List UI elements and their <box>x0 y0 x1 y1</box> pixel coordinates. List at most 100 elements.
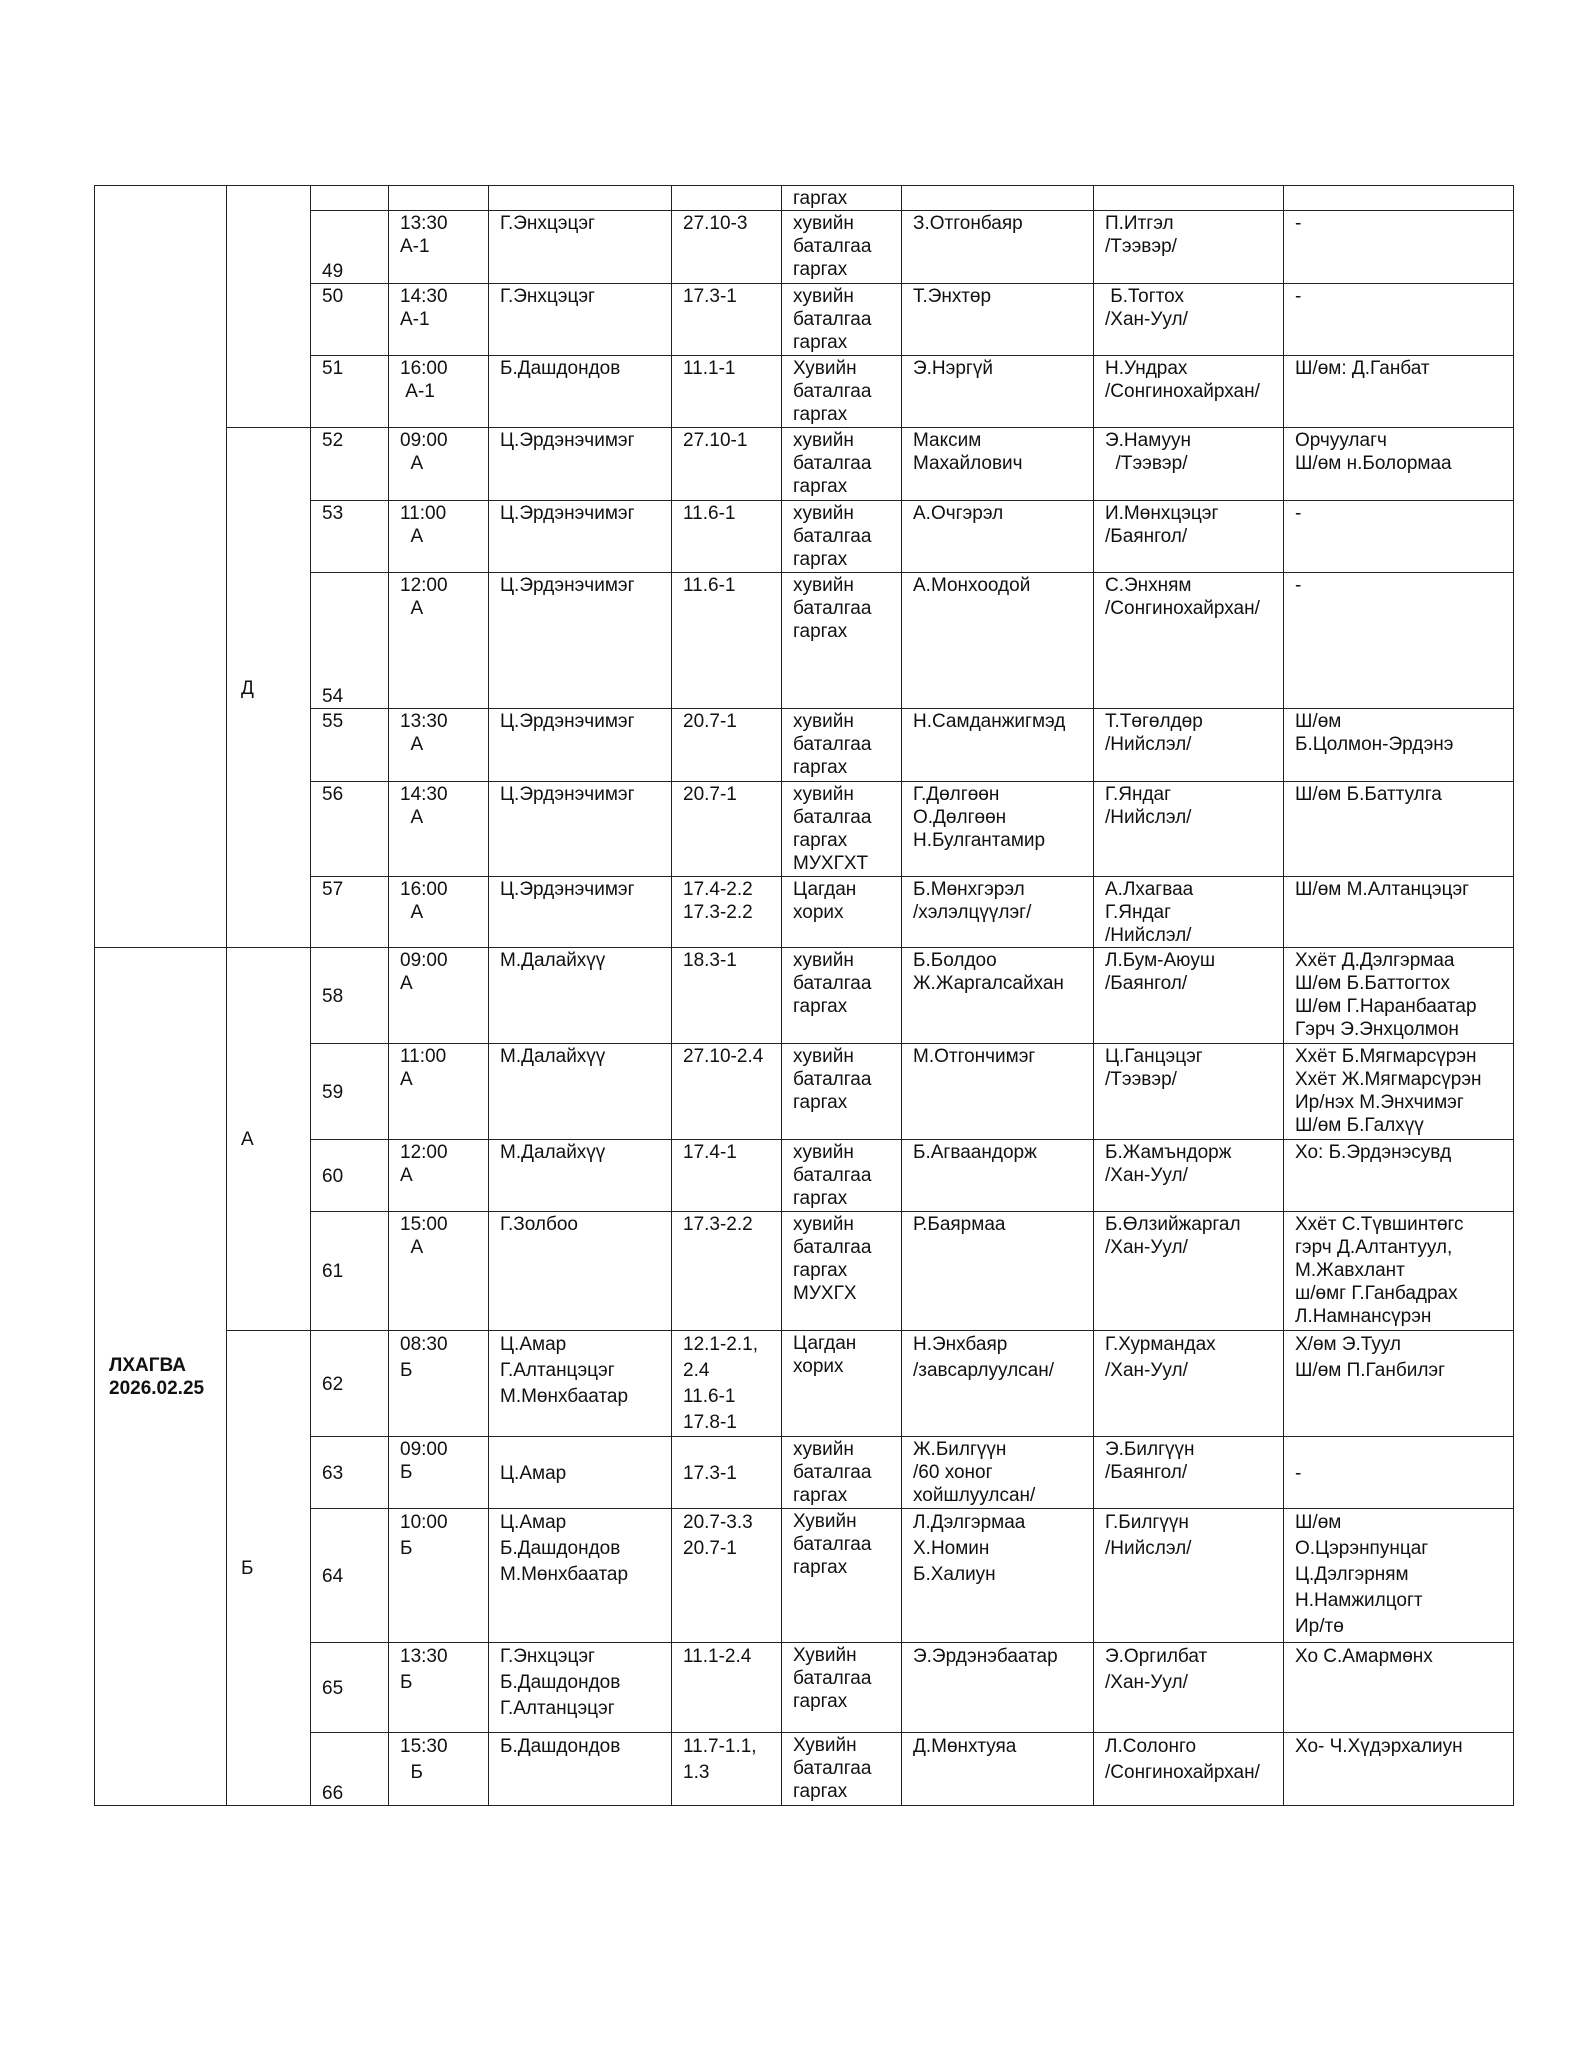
note-text: Ххёт Ж.Мягмарсүрэн <box>1295 1069 1482 1090</box>
table-row: 50 14:30 А-1 Г.Энхцэцэг 17.3-1 хувийн баталгаа… <box>95 283 1514 356</box>
courtroom-group-cell: А <box>226 947 311 1331</box>
day-label: 2026.02.25 <box>109 1378 205 1399</box>
case-number <box>310 185 389 211</box>
code-text: 11.6-1 <box>683 503 736 524</box>
time-text: 08:30 <box>400 1334 448 1355</box>
note-cell: - <box>1283 572 1514 709</box>
defendant-text: Э.Эрдэнэбаатар <box>913 1646 1058 1667</box>
note-text: Ц.Дэлгэрням <box>1295 1564 1409 1585</box>
defendant-cell: З.Отгонбаяр <box>901 210 1094 284</box>
defendant-text: хойшлуулсан/ <box>913 1485 1036 1506</box>
prosecutor-text: Б.Тогтох <box>1105 286 1184 307</box>
time-text: 16:00 <box>400 358 448 379</box>
judge-cell: Ц.Амар Б.Дашдондов М.Мөнхбаатар <box>488 1508 672 1643</box>
type-text: МУХГХ <box>793 1283 857 1304</box>
type-cell: Хувийн баталгаа гаргах <box>781 1642 902 1733</box>
courtroom-group-cell <box>226 185 311 428</box>
time-text: 15:30 <box>400 1736 448 1757</box>
note-text: Ш/өм Б.Галхүү <box>1295 1115 1424 1136</box>
note-text: Л.Намнансүрэн <box>1295 1306 1432 1327</box>
type-cell: хувийн баталгаа гаргах <box>781 1436 902 1509</box>
type-cell: Цагдан хорих <box>781 1330 902 1437</box>
code-cell: 27.10-2.4 <box>671 1043 782 1140</box>
prosecutor-cell: С.Энхням/Сонгинохайрхан/ <box>1093 572 1284 709</box>
note-text: - <box>1295 213 1302 234</box>
defendant-text: /60 хоног <box>913 1462 993 1483</box>
prosecutor-text: /Баянгол/ <box>1105 526 1188 547</box>
code-text: 20.7-3.3 <box>683 1512 753 1533</box>
judge-text: Г.Золбоо <box>500 1214 578 1235</box>
defendant-text: Ж.Жаргалсайхан <box>913 973 1064 994</box>
code-text: 17.3-1 <box>683 286 737 307</box>
court-schedule-table: гаргах 49 13:30 А-1 Г.Энхцэцэг 27.10-3 хувийн б… <box>94 185 1514 1806</box>
prosecutor-cell <box>1093 185 1284 211</box>
note-text: Ш/өм Б.Баттулга <box>1295 784 1442 805</box>
type-text: Цагдан <box>793 879 857 900</box>
code-cell: 11.7-1.1, 1.3 <box>671 1732 782 1806</box>
type-cell: Цагдан хорих <box>781 876 902 948</box>
case-number: 63 <box>310 1436 389 1509</box>
note-text: Х/өм Э.Туул <box>1295 1334 1402 1355</box>
note-text: Ш/өм Г.Наранбаатар <box>1295 996 1477 1017</box>
time-text: А <box>400 973 413 994</box>
judge-text: М.Мөнхбаатар <box>500 1386 629 1407</box>
time-text: 15:00 <box>400 1214 448 1235</box>
time-text: 09:00 <box>400 1439 448 1460</box>
type-text: гаргах <box>793 1485 848 1506</box>
type-text: баталгаа <box>793 309 872 330</box>
type-text: Хувийн <box>793 1735 857 1756</box>
code-text: 27.10-1 <box>683 430 748 451</box>
time-text: 16:00 <box>400 879 448 900</box>
defendant-text: Ж.Билгүүн <box>913 1439 1007 1460</box>
code-text: 17.4-1 <box>683 1142 737 1163</box>
prosecutor-text: Г.Хурмандах <box>1105 1334 1216 1355</box>
type-text: гаргах <box>793 1260 848 1281</box>
table-row: 66 15:30 Б Б.Дашдондов 11.7-1.1, 1.3 Хувийн ба… <box>95 1732 1514 1806</box>
case-number: 49 <box>310 210 389 284</box>
type-text: хувийн <box>793 1142 854 1163</box>
defendant-text: Г.Дөлгөөн <box>913 784 1000 805</box>
type-text: хувийн <box>793 950 854 971</box>
note-text: Б.Цолмон-Эрдэнэ <box>1295 734 1454 755</box>
time-text: 14:30 <box>400 286 448 307</box>
judge-text: Г.Энхцэцэг <box>500 1646 595 1667</box>
note-text: Ш/өм М.Алтанцэцэг <box>1295 879 1470 900</box>
type-text: баталгаа <box>793 973 872 994</box>
type-cell: хувийн баталгаа гаргах <box>781 500 902 573</box>
code-cell: 11.6-1 <box>671 572 782 709</box>
defendant-cell: Т.Энхтөр <box>901 283 1094 356</box>
judge-cell: Ц.Эрдэнэчимэг <box>488 427 672 501</box>
day-cell <box>94 185 227 948</box>
time-cell: 15:00 А <box>388 1211 489 1331</box>
time-cell <box>388 185 489 211</box>
type-text: гаргах <box>793 549 848 570</box>
case-number: 52 <box>310 427 389 501</box>
type-text: баталгаа <box>793 1758 872 1779</box>
time-text: А <box>400 734 424 755</box>
table-row: 49 13:30 А-1 Г.Энхцэцэг 27.10-3 хувийн баталга… <box>95 210 1514 284</box>
time-cell: 09:00 Б <box>388 1436 489 1509</box>
table-row: 63 09:00 Б Ц.Амар 17.3-1 хувийн баталгаа гаргах… <box>95 1436 1514 1509</box>
type-cell: хувийн баталгаа гаргах <box>781 947 902 1044</box>
prosecutor-text: /Тээвэр/ <box>1105 453 1188 474</box>
type-text: гаргах <box>793 188 848 209</box>
prosecutor-text: /Нийслэл/ <box>1105 807 1192 828</box>
type-text: баталгаа <box>793 1462 872 1483</box>
time-cell: 14:30 А-1 <box>388 283 489 356</box>
prosecutor-text: /Нийслэл/ <box>1105 925 1192 946</box>
judge-cell <box>488 185 672 211</box>
type-text: хорих <box>793 902 844 923</box>
defendant-text: /завсарлуулсан/ <box>913 1360 1055 1381</box>
code-text: 11.6-1 <box>683 1386 736 1407</box>
defendant-text: Д.Мөнхтуяа <box>913 1736 1017 1757</box>
prosecutor-text: Э.Оргилбат <box>1105 1646 1208 1667</box>
case-number: 57 <box>310 876 389 948</box>
note-text: М.Жавхлант <box>1295 1260 1405 1281</box>
table-row: Б 62 08:30 Б Ц.Амар Г.Алтанцэцэг М.Мөнхбаатар 1… <box>95 1330 1514 1806</box>
table-row: 57 16:00 А Ц.Эрдэнэчимэг 17.4-2.2 17.3-2.2 Ца… <box>95 876 1514 948</box>
type-text: баталгаа <box>793 1668 872 1689</box>
judge-text: М.Далайхүү <box>500 1046 606 1067</box>
type-text: баталгаа <box>793 807 872 828</box>
defendant-text: Н.Энхбаяр <box>913 1334 1008 1355</box>
type-text: хувийн <box>793 503 854 524</box>
